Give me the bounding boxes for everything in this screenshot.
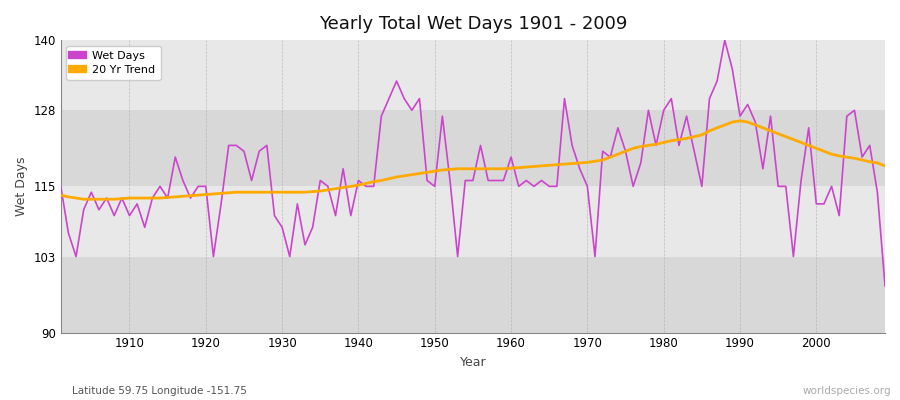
Wet Days (506, 155, 517, 160)
Wet Days (719, 38, 730, 42)
20 Yr Trend (338, 185, 348, 190)
20 Yr Trend (879, 164, 890, 168)
20 Yr Trend (292, 190, 302, 194)
20 Yr Trend (605, 155, 616, 160)
Wet Days (598, 149, 608, 154)
Wet Days (330, 213, 341, 218)
Wet Days (116, 196, 127, 200)
20 Yr Trend (513, 165, 524, 170)
Text: worldspecies.org: worldspecies.org (803, 386, 891, 396)
20 Yr Trend (124, 196, 135, 200)
Bar (61, 110, 885, 186)
Wet Days (879, 283, 890, 288)
Line: Wet Days: Wet Days (61, 40, 885, 286)
Text: Latitude 59.75 Longitude -151.75: Latitude 59.75 Longitude -151.75 (72, 386, 247, 396)
Y-axis label: Wet Days: Wet Days (15, 156, 28, 216)
Bar (61, 40, 885, 110)
Line: 20 Yr Trend: 20 Yr Trend (61, 121, 885, 199)
20 Yr Trend (56, 193, 67, 198)
X-axis label: Year: Year (460, 356, 486, 369)
Bar (61, 186, 885, 256)
Bar (61, 256, 885, 332)
20 Yr Trend (506, 166, 517, 171)
20 Yr Trend (78, 197, 89, 202)
Wet Days (498, 178, 508, 183)
Title: Yearly Total Wet Days 1901 - 2009: Yearly Total Wet Days 1901 - 2009 (319, 15, 627, 33)
Wet Days (284, 254, 295, 259)
Legend: Wet Days, 20 Yr Trend: Wet Days, 20 Yr Trend (67, 46, 160, 80)
20 Yr Trend (734, 118, 745, 123)
Wet Days (56, 184, 67, 189)
